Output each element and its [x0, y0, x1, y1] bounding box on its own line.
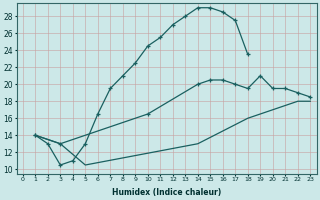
X-axis label: Humidex (Indice chaleur): Humidex (Indice chaleur) [112, 188, 221, 197]
